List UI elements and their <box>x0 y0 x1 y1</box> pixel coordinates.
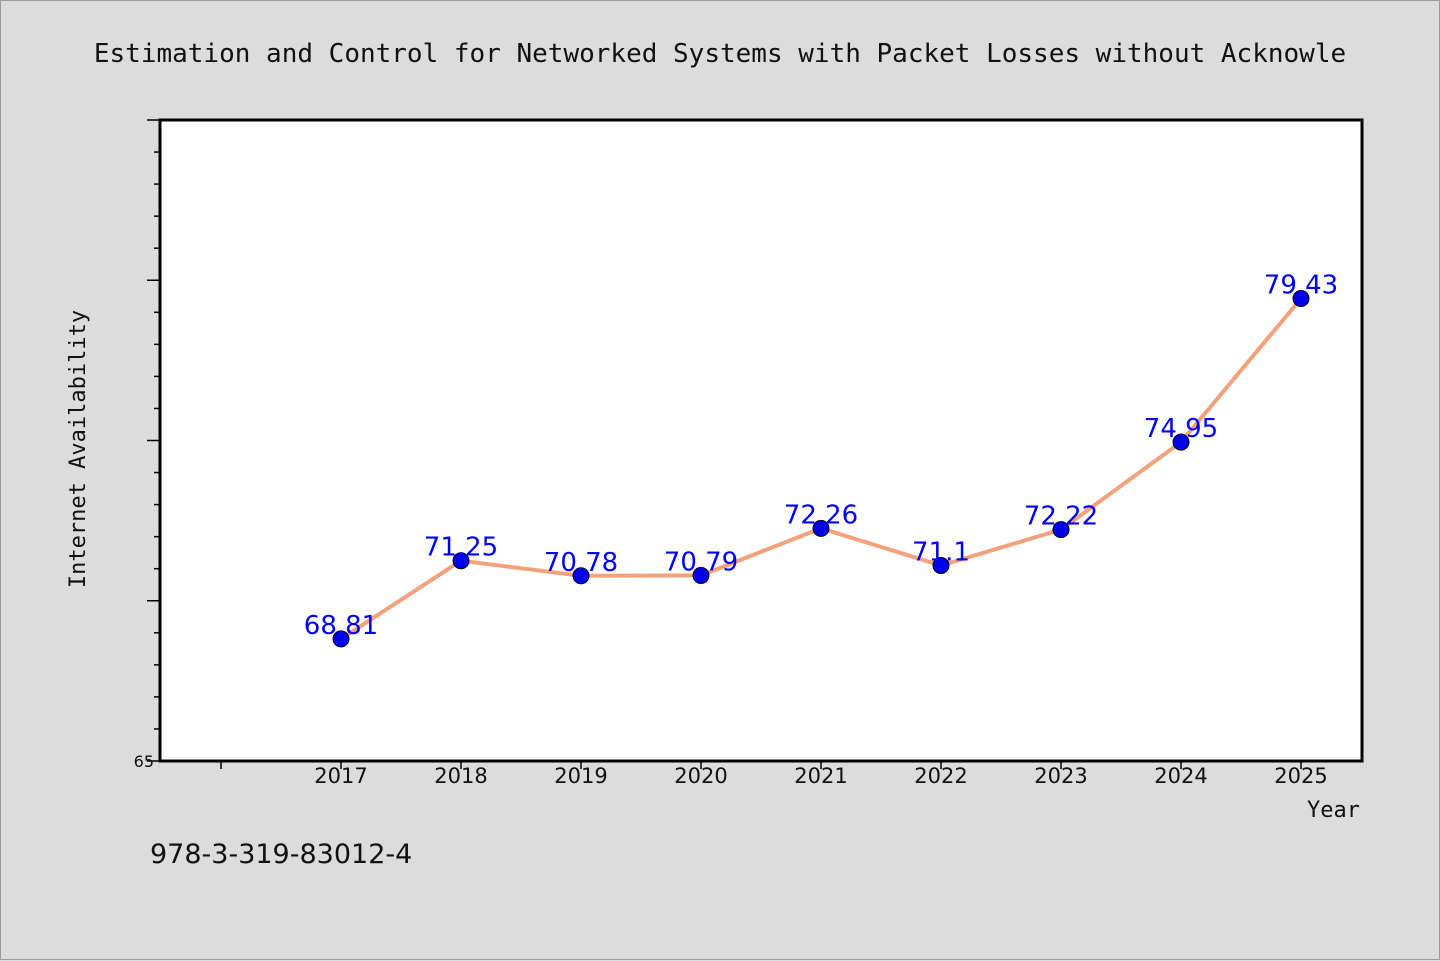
y-axis-label: Internet Availability <box>66 310 91 588</box>
data-point <box>692 566 710 584</box>
data-label: 72.22 <box>1024 502 1098 532</box>
data-label: 72.26 <box>784 500 858 530</box>
x-tick-label: 2023 <box>1034 764 1087 788</box>
x-axis-label: Year <box>1307 798 1360 823</box>
data-point <box>1052 521 1070 539</box>
data-point <box>1172 433 1190 451</box>
data-label: 74.95 <box>1144 414 1218 444</box>
isbn-text: 978-3-319-83012-4 <box>150 839 412 870</box>
data-labels: 68.81 71.25 70.78 70.79 72.26 71.1 72.22 74.95 7… <box>304 271 1338 641</box>
data-label: 71.1 <box>912 537 970 567</box>
data-point <box>572 567 590 585</box>
x-tick-label: 2022 <box>914 764 967 788</box>
data-point <box>932 556 950 574</box>
y-axis-ticks <box>147 119 160 762</box>
x-tick-label: 2020 <box>674 764 727 788</box>
data-label: 71.25 <box>424 533 498 563</box>
chart-title: Estimation and Control for Networked Sys… <box>94 39 1346 69</box>
data-point <box>1292 290 1310 308</box>
x-tick-label: 2018 <box>434 764 487 788</box>
data-label: 79.43 <box>1264 271 1338 301</box>
x-tick-label: 2025 <box>1274 764 1327 788</box>
data-label: 70.78 <box>544 548 618 578</box>
data-point <box>812 519 830 537</box>
data-label: 68.81 <box>304 611 378 641</box>
x-tick-label: 2024 <box>1154 764 1207 788</box>
plot-area <box>158 118 1364 763</box>
x-tick-label: 2019 <box>554 764 607 788</box>
x-tick-label: 2017 <box>314 764 367 788</box>
x-axis-ticks <box>220 761 1302 769</box>
y-tick-label: 65 <box>134 752 154 771</box>
data-markers <box>332 290 1310 648</box>
data-label: 70.79 <box>664 547 738 577</box>
data-point <box>452 552 470 570</box>
x-tick-label: 2021 <box>794 764 847 788</box>
data-point <box>332 630 350 648</box>
x-tick-labels: 2017 2018 2019 2020 2021 2022 2023 2024 2025 <box>314 764 1327 788</box>
